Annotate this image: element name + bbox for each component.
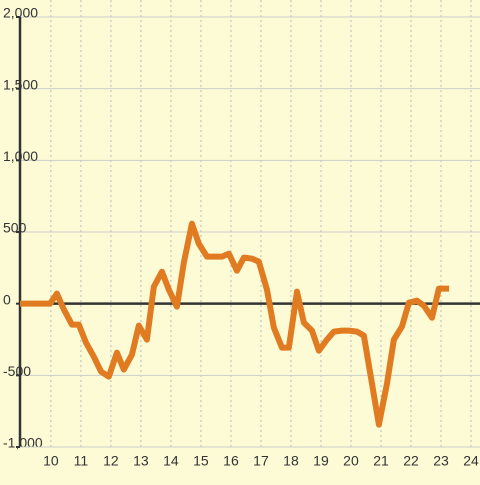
x-tick-label: 15 — [193, 453, 209, 469]
y-tick-label: 500 — [3, 220, 27, 236]
x-tick-label: 22 — [403, 453, 419, 469]
x-tick-label: 17 — [253, 453, 269, 469]
data-line — [20, 220, 450, 428]
x-tick-label: 20 — [343, 453, 359, 469]
y-tick-label: -1,000 — [3, 435, 43, 451]
x-tick-label: 16 — [223, 453, 239, 469]
y-tick-label: 0 — [3, 291, 11, 307]
x-tick-label: 18 — [283, 453, 299, 469]
x-tick-label: 12 — [103, 453, 119, 469]
x-tick-label: 23 — [433, 453, 449, 469]
x-tick-label: 19 — [313, 453, 329, 469]
x-tick-label: 21 — [373, 453, 389, 469]
y-tick-label: 2,000 — [3, 5, 38, 21]
x-tick-label: 24 — [463, 453, 479, 469]
x-tick-label: 13 — [133, 453, 149, 469]
x-tick-label: 14 — [163, 453, 179, 469]
y-tick-label: -500 — [3, 363, 31, 379]
x-tick-label: 10 — [43, 453, 59, 469]
x-tick-label: 11 — [74, 453, 89, 469]
